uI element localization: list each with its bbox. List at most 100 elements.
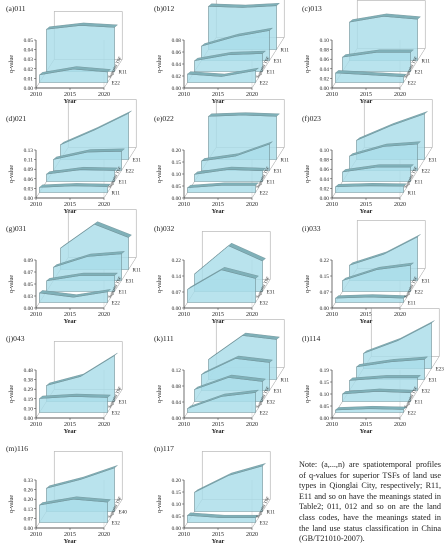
- series-label: E31: [274, 169, 283, 175]
- series-label: E11: [119, 180, 128, 186]
- y-tick-label: 0.26: [24, 488, 34, 494]
- x-tick-label: 2020: [246, 422, 258, 428]
- x-tick-label: 2020: [246, 312, 258, 318]
- chart-panel: (j)043E31E320.000.100.190.290.380.48q-va…: [6, 334, 127, 435]
- chart-panel: (d)021E31E22E11R110.000.030.060.090.110.…: [6, 99, 141, 215]
- y-tick-label: 0.48: [24, 368, 34, 374]
- series-label: E32: [422, 389, 431, 395]
- series-label: E22: [260, 191, 269, 197]
- series-label: E32: [112, 411, 121, 417]
- y-tick-label: 0.10: [320, 148, 330, 154]
- chart-panel: (n)117R11E320.000.050.100.150.20q-value2…: [154, 444, 275, 545]
- y-tick-label: 0.03: [24, 294, 34, 300]
- y-axis-label: q-value: [305, 385, 311, 403]
- y-tick-label: 0.07: [172, 290, 182, 296]
- y-tick-label: 0.01: [24, 76, 34, 82]
- y-axis-label: q-value: [9, 165, 15, 183]
- panel-label: (g)031: [6, 224, 26, 233]
- series-label: E31: [274, 59, 283, 65]
- series-label: E11: [267, 70, 276, 76]
- chart-panel: (f)023E31E22E11R110.000.020.040.060.080.…: [302, 99, 437, 215]
- y-tick-label: 0.13: [24, 148, 34, 154]
- x-axis-label: Year: [212, 318, 225, 325]
- y-axis-label: q-value: [305, 165, 311, 183]
- x-axis-label: Year: [360, 208, 373, 215]
- y-tick-label: 0.19: [24, 397, 34, 403]
- series-label: E31: [133, 158, 142, 164]
- y-tick-label: 0.14: [172, 274, 182, 280]
- series-label: E22: [415, 290, 424, 296]
- y-tick-label: 0.11: [24, 158, 34, 164]
- series-label: E22: [422, 169, 431, 175]
- series-label: R11: [267, 510, 276, 516]
- chart-panel: (g)031R11E31E11E220.000.030.050.070.09q-…: [6, 209, 141, 325]
- series-label: E31: [267, 290, 276, 296]
- y-tick-label: 0.05: [24, 38, 34, 44]
- x-tick-label: 2010: [326, 202, 338, 208]
- y-tick-label: 0.19: [320, 368, 330, 374]
- x-tick-label: 2020: [394, 422, 406, 428]
- y-tick-label: 0.22: [320, 258, 330, 264]
- series-area: [336, 186, 404, 193]
- series-label: E11: [408, 301, 417, 307]
- chart-panel: (i)033E31E22E110.000.070.150.22q-value20…: [302, 220, 430, 325]
- series-label: R11: [281, 158, 290, 164]
- x-tick-label: 2020: [394, 92, 406, 98]
- y-axis-label: q-value: [305, 55, 311, 73]
- y-tick-label: 0.20: [172, 148, 182, 154]
- y-tick-label: 0.33: [24, 478, 34, 484]
- x-tick-label: 2020: [98, 422, 110, 428]
- chart-panel: (m)116E40E320.000.070.130.200.260.33q-va…: [6, 444, 127, 545]
- y-tick-label: 0.38: [24, 378, 34, 384]
- series-label: E22: [112, 301, 121, 307]
- y-tick-label: 0.04: [320, 67, 330, 73]
- y-tick-label: 0.09: [24, 258, 34, 264]
- y-tick-label: 0.05: [24, 282, 34, 288]
- series-label: E32: [260, 301, 269, 307]
- x-axis-label: Year: [64, 208, 77, 215]
- y-tick-label: 0.15: [172, 160, 182, 166]
- series-label: R11: [281, 48, 290, 54]
- x-axis-label: Year: [64, 428, 77, 435]
- series-label: E11: [415, 400, 424, 406]
- y-tick-label: 0.02: [172, 74, 182, 80]
- y-tick-label: 0.03: [24, 186, 34, 192]
- panel-label: (i)033: [302, 224, 321, 233]
- x-tick-label: 2010: [178, 532, 190, 538]
- y-axis-label: q-value: [157, 495, 163, 513]
- x-tick-label: 2010: [326, 312, 338, 318]
- series-label: E31: [274, 389, 283, 395]
- x-tick-label: 2020: [246, 532, 258, 538]
- y-tick-label: 0.07: [24, 270, 34, 276]
- y-tick-label: 0.08: [172, 38, 182, 44]
- series-label: E11: [119, 290, 128, 296]
- panel-label: (e)022: [154, 114, 174, 123]
- x-axis-label: Year: [212, 428, 225, 435]
- x-tick-label: 2020: [98, 312, 110, 318]
- y-tick-label: 0.13: [24, 507, 34, 513]
- series-area: [47, 25, 115, 71]
- x-tick-label: 2020: [246, 202, 258, 208]
- y-axis-label: q-value: [157, 385, 163, 403]
- y-axis-label: q-value: [157, 275, 163, 293]
- series-label: E22: [260, 411, 269, 417]
- x-tick-label: 2010: [30, 312, 42, 318]
- series-label: R11: [281, 378, 290, 384]
- y-axis-label: q-value: [9, 55, 15, 73]
- figure-note: Note: (a,...,n) are spatiotemporal profi…: [299, 460, 441, 545]
- series-label: R11: [408, 191, 417, 197]
- y-tick-label: 0.29: [24, 387, 34, 393]
- y-tick-label: 0.06: [320, 167, 330, 173]
- y-tick-label: 0.02: [24, 67, 34, 73]
- panel-label: (a)011: [6, 4, 26, 13]
- y-tick-label: 0.03: [24, 57, 34, 63]
- x-tick-label: 2010: [178, 422, 190, 428]
- x-tick-label: 2010: [30, 92, 42, 98]
- x-tick-label: 2020: [98, 202, 110, 208]
- x-tick-label: 2020: [98, 532, 110, 538]
- y-axis-label: q-value: [9, 385, 15, 403]
- series-label: E31: [429, 378, 438, 384]
- x-axis-label: Year: [212, 98, 225, 105]
- chart-panel: (k)111R11E31E32E220.000.040.080.12q-valu…: [154, 319, 289, 435]
